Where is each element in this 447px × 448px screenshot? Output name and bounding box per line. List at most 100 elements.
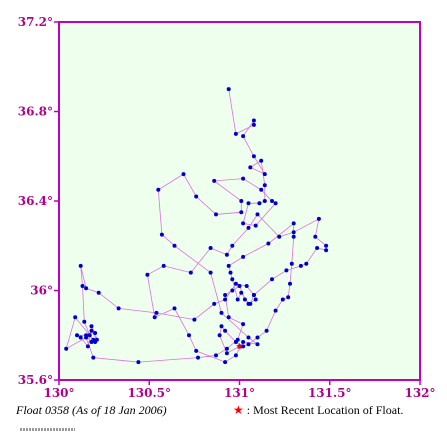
track-point [259, 187, 264, 192]
track-point [159, 232, 164, 237]
track-point [214, 212, 218, 217]
x-tick-label: 130.5° [127, 386, 171, 400]
y-tick-label: 35.6° [18, 373, 53, 387]
track-point [259, 158, 264, 163]
y-tick-label: 36.8° [18, 105, 53, 119]
track-point [255, 342, 260, 347]
track-point [270, 277, 274, 282]
track-point [194, 348, 199, 353]
legend-text: : Most Recent Location of Float. [246, 403, 404, 417]
x-tick-label: 131° [224, 386, 255, 400]
x-tick-label: 130° [43, 386, 74, 400]
track-point [266, 241, 271, 246]
track-point [324, 248, 329, 253]
track-point [78, 263, 83, 268]
track-point [224, 252, 229, 257]
track-point [233, 281, 238, 286]
track-point [87, 333, 92, 338]
track-point [192, 317, 197, 322]
track-point [116, 306, 121, 311]
y-tick-label: 37.2° [18, 15, 53, 29]
track-point [248, 165, 253, 170]
latest-layer [236, 342, 243, 350]
track-point [136, 360, 141, 365]
track-point [264, 328, 269, 333]
track-point [212, 301, 217, 306]
track-point [224, 346, 229, 351]
track-point [154, 310, 159, 315]
track-point [255, 335, 260, 340]
float-caption: Float 0358 (As of 18 Jan 2006) [16, 403, 167, 417]
track-point [172, 306, 177, 311]
track-point [280, 297, 285, 302]
x-tick-label: 131.5° [308, 386, 352, 400]
track-point [172, 243, 177, 248]
track-point [85, 344, 90, 349]
track-point [187, 333, 191, 338]
track-point [242, 297, 247, 302]
track-point [219, 324, 224, 329]
track-point [73, 315, 78, 320]
track-point [246, 301, 251, 306]
track-point [270, 199, 274, 203]
track-point [251, 118, 256, 123]
track-point [212, 178, 217, 183]
track-point [230, 243, 235, 248]
track-point [253, 297, 258, 302]
track-point [284, 268, 289, 273]
track-point [226, 263, 231, 268]
track-point [188, 270, 193, 275]
track-point [82, 319, 87, 324]
track-point [217, 333, 222, 338]
most-recent-location-marker [236, 342, 243, 350]
track-point [161, 263, 166, 268]
track-point [235, 297, 240, 302]
track-point [241, 221, 246, 226]
track-point [241, 322, 246, 327]
track-point [291, 234, 296, 239]
track-point [226, 315, 231, 320]
track-point [196, 355, 200, 360]
tiny-footer-text [20, 428, 75, 431]
track-point [273, 201, 278, 206]
track-point [156, 187, 161, 192]
track-point [89, 328, 94, 333]
most-recent-star-icon: ★ [233, 403, 244, 417]
track-point [84, 335, 89, 340]
x-tick-label: 132° [404, 386, 435, 400]
track-point [315, 246, 320, 250]
track-point [298, 263, 303, 268]
track-point [246, 201, 251, 206]
track-point [223, 297, 228, 302]
track-point [226, 87, 231, 92]
track-point [246, 342, 251, 347]
track-point [288, 281, 292, 286]
track-point [194, 194, 199, 199]
track-point [181, 172, 186, 177]
track-point [241, 340, 246, 344]
tick-labels: 130° 130.5° 131° 131.5° 132° 35.6° 36° 36.4° 36.… [18, 15, 436, 400]
track-point [304, 261, 309, 266]
track-point [93, 331, 98, 335]
track-point [233, 353, 238, 358]
track-point [219, 310, 224, 315]
track-point [257, 201, 262, 206]
track-point [239, 199, 244, 203]
track-point [244, 284, 249, 288]
track-point [89, 324, 94, 329]
track-point [228, 270, 233, 275]
track-point [313, 234, 318, 239]
points-layer [64, 87, 329, 365]
track-point [251, 122, 256, 127]
track-point [316, 216, 321, 221]
track-point [208, 246, 213, 250]
track-point [286, 295, 291, 300]
track-point [289, 261, 294, 266]
track-point [93, 340, 98, 344]
track-point [253, 223, 258, 228]
track-point [80, 284, 85, 288]
track-point [223, 293, 228, 297]
track-point [145, 272, 150, 277]
track-point [255, 212, 260, 217]
